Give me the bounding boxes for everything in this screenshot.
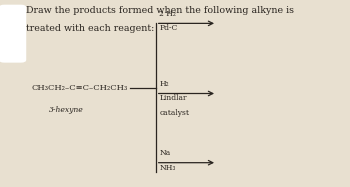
Text: Lindlar: Lindlar xyxy=(159,94,187,102)
Text: Draw the products formed when the following alkyne is: Draw the products formed when the follow… xyxy=(26,6,294,15)
Text: Na: Na xyxy=(159,149,170,157)
Text: catalyst: catalyst xyxy=(159,109,189,117)
Text: treated with each reagent:: treated with each reagent: xyxy=(26,24,155,33)
Text: CH₃CH₂–C≡C–CH₂CH₃: CH₃CH₂–C≡C–CH₂CH₃ xyxy=(32,84,128,92)
Text: Pd-C: Pd-C xyxy=(159,24,177,32)
Text: 3-hexyne: 3-hexyne xyxy=(49,106,84,114)
FancyBboxPatch shape xyxy=(0,5,26,63)
Text: NH₃: NH₃ xyxy=(159,164,176,172)
Text: H₂: H₂ xyxy=(159,80,169,88)
Text: 2 H₂: 2 H₂ xyxy=(159,10,176,18)
